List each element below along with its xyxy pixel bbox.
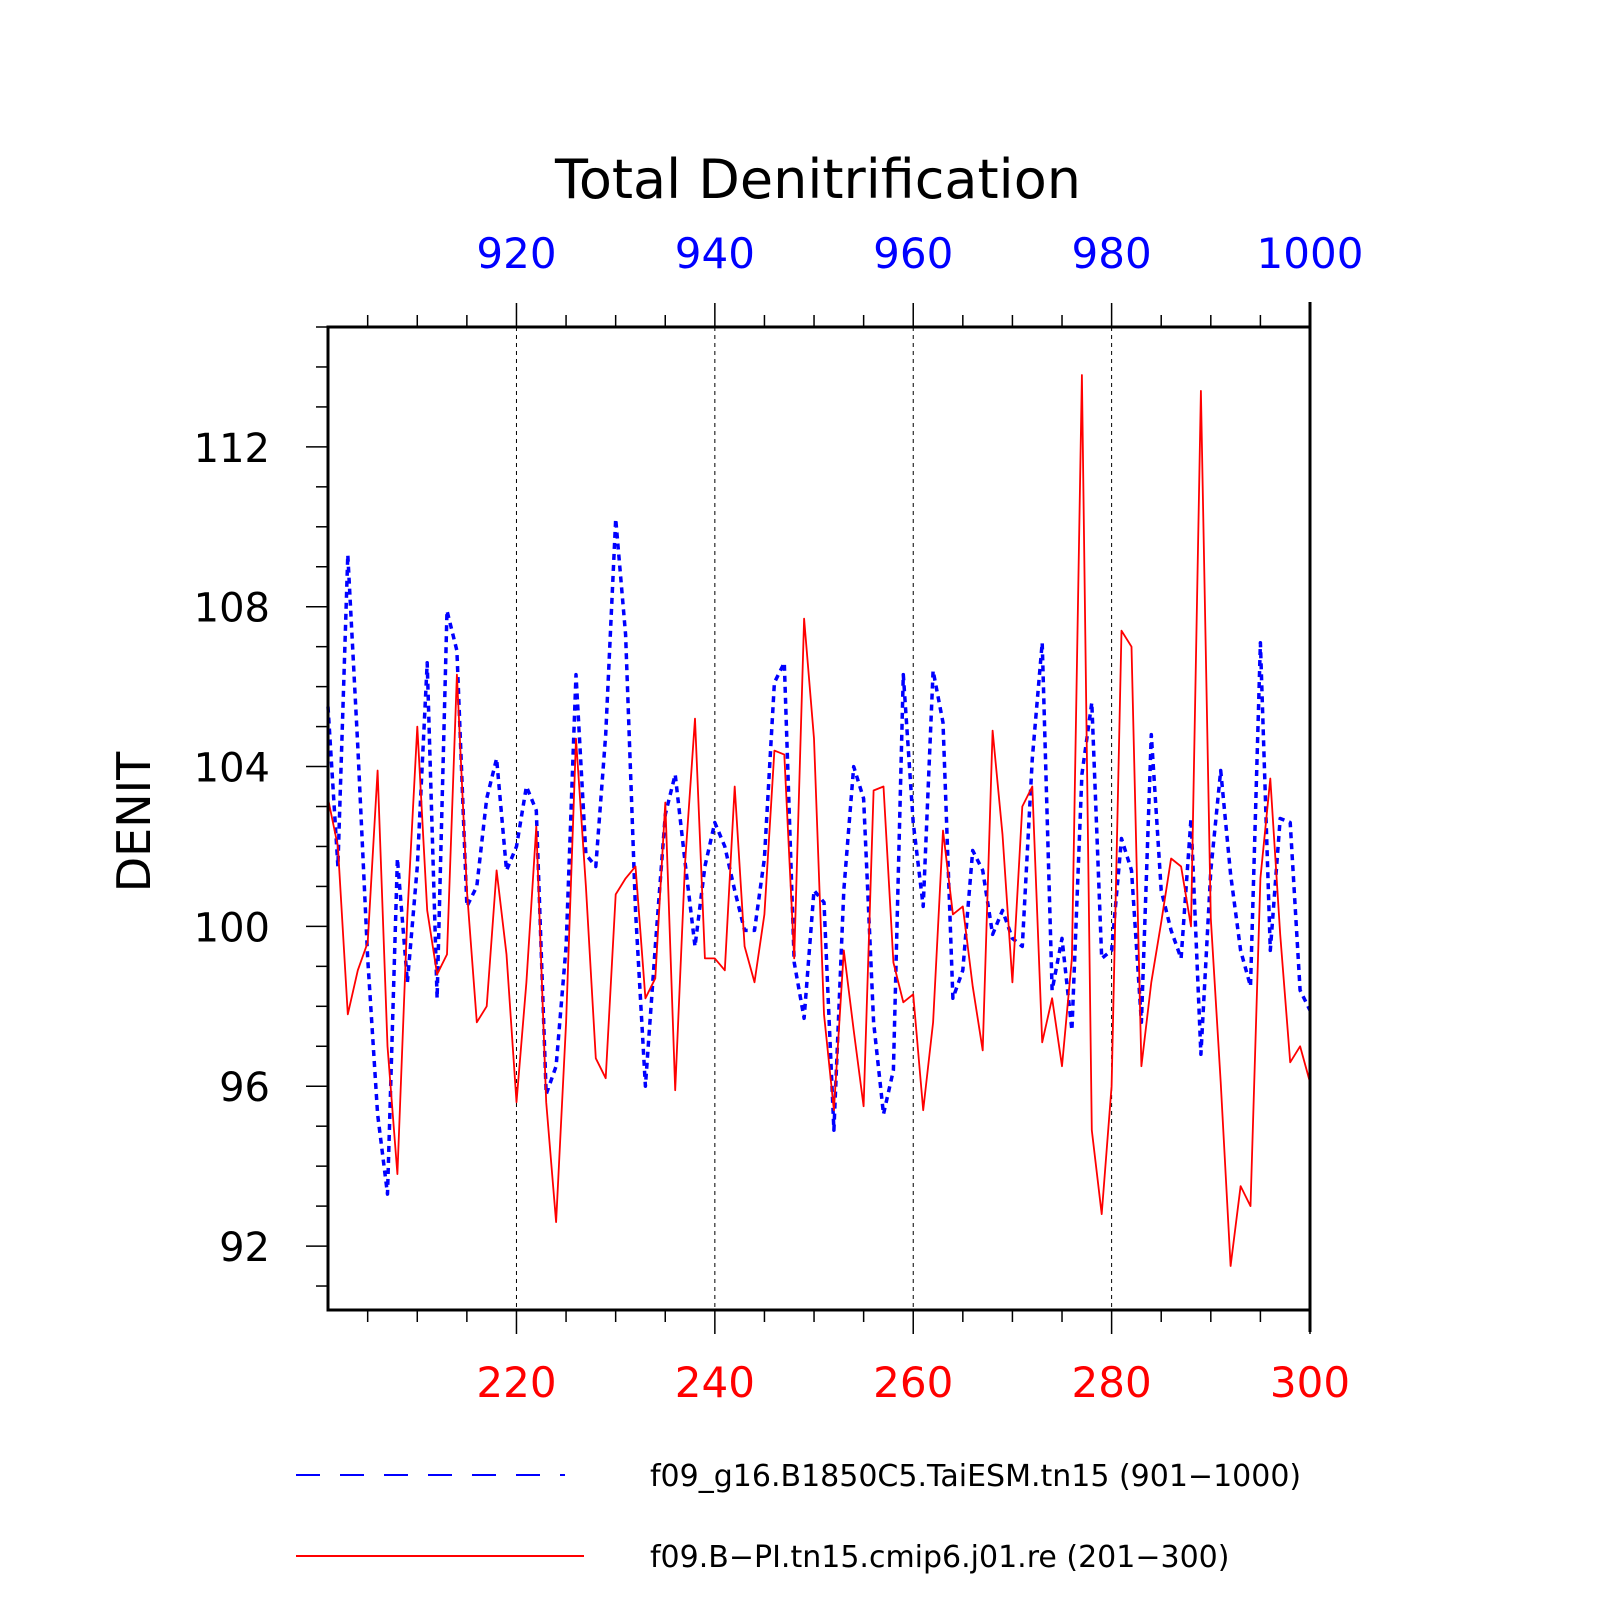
top-tick-label: 940 bbox=[675, 229, 755, 278]
bottom-tick-label: 260 bbox=[873, 1358, 953, 1407]
bottom-axis-ticks: 220 240 260 280 300 bbox=[366, 1310, 1350, 1407]
top-tick-label: 1000 bbox=[1257, 229, 1364, 278]
y-axis-label: DENIT bbox=[107, 751, 161, 892]
bottom-tick-label: 280 bbox=[1072, 1358, 1152, 1407]
y-tick-label: 100 bbox=[194, 905, 270, 951]
legend-label-series-2: f09.B−PI.tn15.cmip6.j01.re (201−300) bbox=[650, 1540, 1229, 1575]
plot-border bbox=[326, 325, 1312, 1312]
y-tick-label: 104 bbox=[194, 746, 270, 792]
chart-title: Total Denitrification bbox=[554, 148, 1081, 211]
legend-label-series-1: f09_g16.B1850C5.TaiESM.tn15 (901−1000) bbox=[650, 1459, 1301, 1494]
bottom-tick-label: 240 bbox=[675, 1358, 755, 1407]
bottom-tick-label: 220 bbox=[476, 1358, 556, 1407]
series-line-1 bbox=[326, 517, 1312, 1196]
plot-frame bbox=[326, 302, 1312, 1332]
bottom-tick-label: 300 bbox=[1270, 1358, 1350, 1407]
y-axis-ticks: 92 96 100 104 108 112 bbox=[194, 326, 328, 1287]
series-group bbox=[326, 374, 1312, 1267]
y-tick-label: 96 bbox=[219, 1065, 270, 1111]
y-tick-label: 92 bbox=[219, 1225, 270, 1271]
legend: f09_g16.B1850C5.TaiESM.tn15 (901−1000) f… bbox=[296, 1459, 1301, 1575]
top-axis-ticks: 920 940 960 980 1000 bbox=[366, 229, 1364, 327]
top-tick-label: 920 bbox=[476, 229, 556, 278]
top-tick-label: 960 bbox=[873, 229, 953, 278]
y-tick-label: 108 bbox=[194, 586, 270, 632]
top-tick-label: 980 bbox=[1072, 229, 1152, 278]
y-tick-label: 112 bbox=[194, 426, 270, 472]
series-line-2 bbox=[327, 374, 1311, 1267]
